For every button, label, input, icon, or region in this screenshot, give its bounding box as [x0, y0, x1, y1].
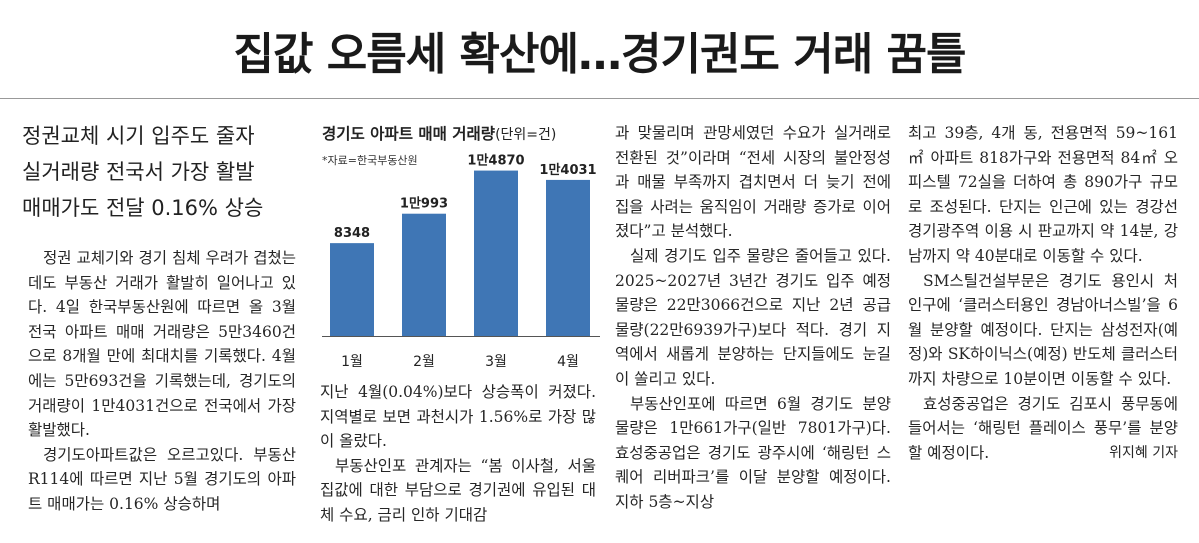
chart-source: *자료=한국부동산원	[322, 154, 418, 167]
paragraph: 지난 4월(0.04%)보다 상승폭이 커졌다. 지역별로 보면 과천시가 1.…	[320, 383, 596, 451]
article-column-3: 과 맞물리며 관망세였던 수요가 실거래로 전환된 것”이라며 “전세 시장의 …	[615, 121, 891, 515]
bar-value-label: 1만993	[400, 196, 448, 212]
bar-value-label: 1만4031	[539, 162, 596, 178]
headline-rule	[0, 98, 1199, 99]
paragraph: 정권 교체기와 경기 침체 우려가 겹쳤는데도 부동산 거래가 활발히 일어나고…	[28, 249, 296, 440]
paragraph: 부동산인포에 따르면 6월 경기도 분양 물량은 1만661가구(일반 7801…	[615, 394, 891, 511]
paragraph: 과 맞물리며 관망세였던 수요가 실거래로 전환된 것”이라며 “전세 시장의 …	[615, 124, 891, 241]
paragraph-text: 효성중공업은 경기도 김포시 풍무동에 들어서는 ‘해링턴 플레이스 풍무’를 …	[908, 394, 1178, 462]
subheadline: 정권교체 시기 입주도 줄자 실거래량 전국서 가장 활발 매매가도 전달 0.…	[22, 118, 292, 226]
subhead-line-2: 실거래량 전국서 가장 활발	[22, 160, 255, 184]
x-tick-label: 4월	[557, 354, 579, 370]
x-tick-label: 3월	[485, 354, 507, 370]
bar-value-label: 1만4870	[467, 153, 524, 169]
paragraph: 효성중공업은 경기도 김포시 풍무동에 들어서는 ‘해링턴 플레이스 풍무’를 …	[908, 392, 1178, 466]
chart-title: 경기도 아파트 매매 거래량(단위=건)	[322, 122, 556, 144]
article-column-1: 정권 교체기와 경기 침체 우려가 겹쳤는데도 부동산 거래가 활발히 일어나고…	[28, 246, 296, 517]
chart-title-text: 경기도 아파트 매매 거래량	[322, 125, 496, 143]
article-column-2: 지난 4월(0.04%)보다 상승폭이 커졌다. 지역별로 보면 과천시가 1.…	[320, 380, 596, 528]
subhead-line-3: 매매가도 전달 0.16% 상승	[22, 196, 264, 220]
paragraph: 부동산인포 관계자는 “봄 이사철, 서울 집값에 대한 부담으로 경기권에 유…	[320, 456, 596, 524]
paragraph: 최고 39층, 4개 동, 전용면적 59~161㎡ 아파트 818가구와 전용…	[908, 124, 1178, 265]
subhead-line-1: 정권교체 시기 입주도 줄자	[22, 124, 255, 148]
x-tick-label: 1월	[341, 354, 363, 370]
chart-unit: (단위=건)	[495, 127, 557, 143]
chart-bar	[474, 170, 518, 336]
paragraph: 경기도아파트값은 오르고있다. 부동산R114에 따르면 지난 5월 경기도의 …	[28, 445, 296, 513]
chart-bar	[402, 213, 446, 336]
bar-chart: 경기도 아파트 매매 거래량(단위=건) *자료=한국부동산원 8348 1월 1만…	[316, 118, 604, 380]
chart-bar	[330, 243, 374, 336]
byline: 위지혜 기자	[1109, 444, 1178, 461]
paragraph: SM스틸건설부문은 경기도 용인시 처인구에 ‘클러스터용인 경남아너스빌’을 …	[908, 271, 1178, 388]
bar-value-label: 8348	[334, 226, 370, 241]
paragraph: 실제 경기도 입주 물량은 줄어들고 있다. 2025~2027년 3년간 경기…	[615, 246, 891, 388]
headline: 집값 오름세 확산에…경기권도 거래 꿈틀	[233, 29, 967, 80]
x-tick-label: 2월	[413, 354, 435, 370]
chart-plot: 8348 1월 1만993 2월 1만4870 3월 1만4031 4월	[322, 153, 600, 370]
chart-bar	[546, 179, 590, 336]
article-column-4: 최고 39층, 4개 동, 전용면적 59~161㎡ 아파트 818가구와 전용…	[908, 121, 1178, 465]
